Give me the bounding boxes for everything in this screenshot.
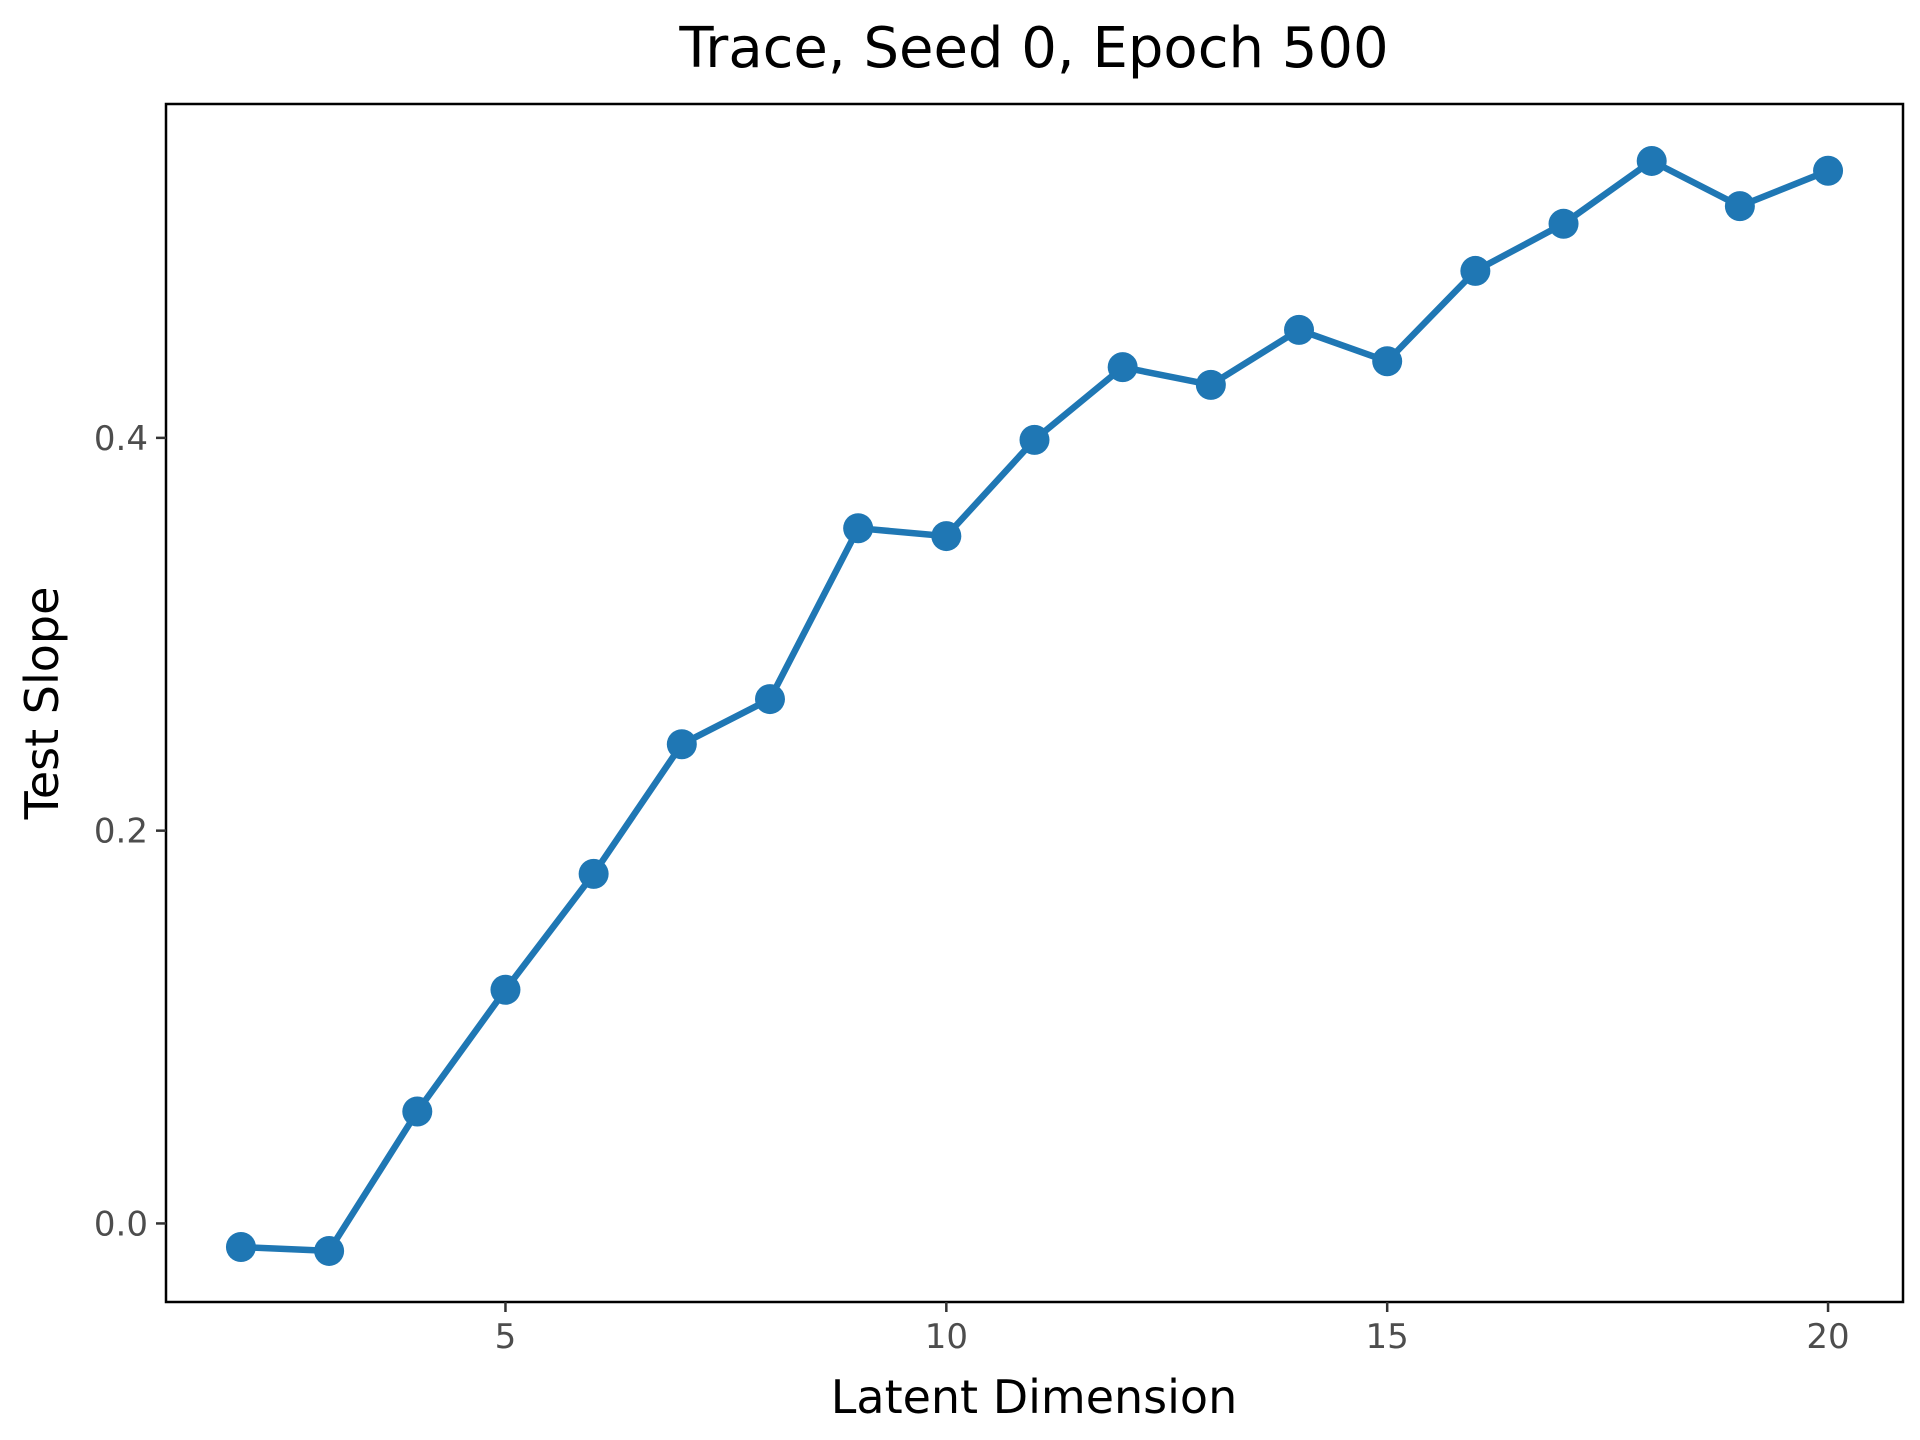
data-point bbox=[225, 1232, 256, 1263]
data-point bbox=[1195, 369, 1226, 400]
series-layer bbox=[225, 145, 1844, 1266]
y-tick-label: 0.4 bbox=[94, 419, 148, 459]
data-point bbox=[1019, 424, 1050, 455]
data-point bbox=[1460, 255, 1491, 286]
y-tick-label: 0.2 bbox=[94, 812, 148, 852]
data-point bbox=[490, 974, 521, 1005]
data-point bbox=[666, 729, 697, 760]
y-axis: 0.0 0.2 0.4 bbox=[94, 419, 166, 1244]
data-point bbox=[1636, 145, 1667, 176]
x-axis: 5 10 15 20 bbox=[495, 1302, 1850, 1357]
x-tick-label: 5 bbox=[495, 1317, 517, 1357]
data-point bbox=[1813, 155, 1844, 186]
data-point bbox=[1372, 346, 1403, 377]
x-axis-label: Latent Dimension bbox=[831, 1370, 1237, 1424]
data-point bbox=[1284, 314, 1315, 345]
data-point bbox=[1548, 208, 1579, 239]
data-point bbox=[578, 858, 609, 889]
data-point bbox=[754, 684, 785, 715]
y-tick-label: 0.0 bbox=[94, 1204, 148, 1244]
data-point bbox=[1724, 191, 1755, 222]
series-line bbox=[237, 157, 1832, 1255]
data-point bbox=[1107, 352, 1138, 383]
x-tick-label: 15 bbox=[1366, 1317, 1409, 1357]
x-tick-label: 10 bbox=[925, 1317, 968, 1357]
x-tick-label: 20 bbox=[1806, 1317, 1849, 1357]
y-axis-label: Test Slope bbox=[15, 587, 69, 821]
plot-frame bbox=[164, 102, 1905, 1304]
data-point bbox=[314, 1235, 345, 1266]
data-point bbox=[931, 521, 962, 552]
data-point bbox=[843, 513, 874, 544]
chart-title: Trace, Seed 0, Epoch 500 bbox=[678, 16, 1388, 81]
data-point bbox=[402, 1096, 433, 1127]
